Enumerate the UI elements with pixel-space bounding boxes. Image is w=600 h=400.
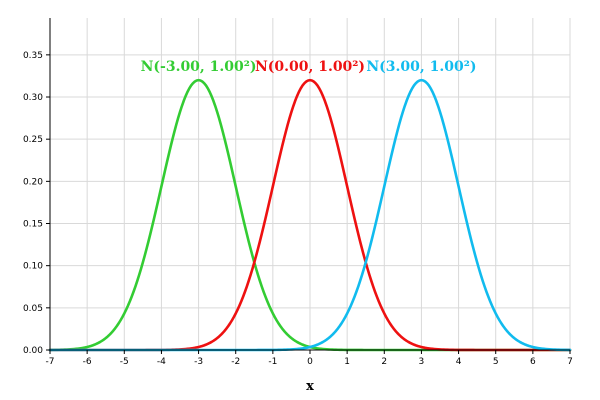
y-tick-label: 0.10	[23, 262, 43, 272]
x-tick-label: 2	[381, 357, 387, 367]
y-tick-label: 0.25	[23, 135, 43, 145]
series-label: N(3.00, 1.00²)	[366, 59, 476, 75]
x-tick-label: 7	[567, 357, 573, 367]
series-label: N(0.00, 1.00²)	[255, 59, 365, 75]
series-label: N(-3.00, 1.00²)	[141, 59, 257, 75]
y-ticks: 0.00 0.05 0.10 0.15 0.20 0.25 0.30 0.35	[23, 51, 50, 356]
x-tick-label: 3	[419, 357, 425, 367]
x-ticks: -7 -6 -5 -4 -3 -2 -1 0 1 2 3 4 5 6 7	[46, 350, 573, 367]
y-tick-label: 0.05	[23, 304, 43, 314]
x-tick-label: -7	[46, 357, 55, 367]
x-tick-label: 1	[344, 357, 350, 367]
x-tick-label: -2	[231, 357, 240, 367]
x-tick-label: 0	[307, 357, 313, 367]
x-tick-label: 5	[493, 357, 499, 367]
x-tick-label: -6	[83, 357, 92, 367]
y-tick-label: 0.35	[23, 51, 43, 61]
x-tick-label: -1	[268, 357, 277, 367]
x-tick-label: -5	[120, 357, 129, 367]
x-tick-label: 4	[456, 357, 462, 367]
y-tick-label: 0.30	[23, 93, 43, 103]
x-tick-label: 6	[530, 357, 536, 367]
x-axis-title: x	[306, 379, 314, 394]
x-tick-label: -4	[157, 357, 166, 367]
grid	[49, 18, 571, 351]
y-tick-label: 0.15	[23, 220, 43, 230]
series-labels: N(-3.00, 1.00²)N(0.00, 1.00²) N(3.00, 1.0…	[141, 59, 477, 75]
x-tick-label: -3	[194, 357, 203, 367]
y-tick-label: 0.00	[23, 346, 43, 356]
y-tick-label: 0.20	[23, 177, 43, 187]
